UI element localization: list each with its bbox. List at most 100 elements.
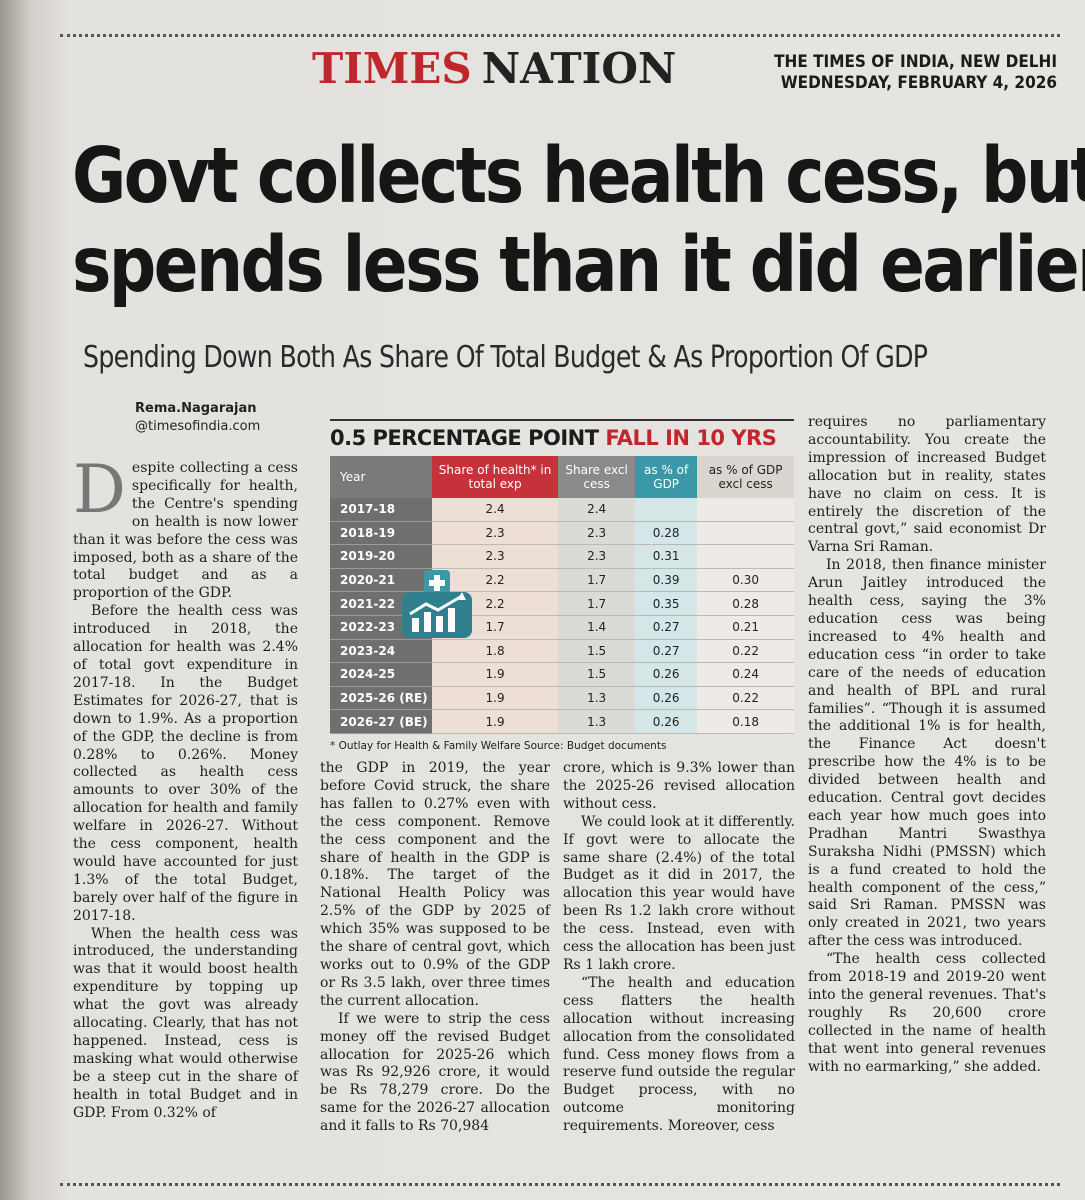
year-cell: 2025-26 (RE) <box>330 686 432 711</box>
share-excl-cess-cell: 2.3 <box>558 544 636 569</box>
byline-handle: @timesofindia.com <box>135 419 261 434</box>
box-top-rule <box>330 419 794 421</box>
year-cell: 2023-24 <box>330 639 432 664</box>
table-title-a: 0.5 PERCENTAGE POINT <box>330 426 606 450</box>
gdp-excl-cess-cell <box>697 521 794 546</box>
share-total-cell: 2.3 <box>432 544 559 569</box>
year-cell: 2024-25 <box>330 662 432 687</box>
share-excl-cess-cell: 2.4 <box>558 498 636 522</box>
table-row: 2026-27 (BE) 1.9 1.3 0.26 0.18 <box>330 709 794 734</box>
gdp-cell: 0.26 <box>635 662 698 687</box>
health-spending-table: Year Share of health* in total exp Share… <box>330 456 794 734</box>
dateline-date: WEDNESDAY, FEBRUARY 4, 2026 <box>780 73 1057 93</box>
table-row: 2022-23 1.7 1.4 0.27 0.21 <box>330 615 794 640</box>
share-excl-cess-cell: 1.3 <box>558 709 636 734</box>
table-row: 2023-24 1.8 1.5 0.27 0.22 <box>330 639 794 664</box>
share-excl-cess-cell: 1.5 <box>558 662 636 687</box>
share-total-cell: 2.3 <box>432 521 559 546</box>
col4-para1: requires no parliamentary accountability… <box>808 414 1046 556</box>
gdp-cell: 0.27 <box>635 639 698 664</box>
share-total-cell: 1.9 <box>432 686 559 711</box>
table-header-row: Year Share of health* in total exp Share… <box>330 456 794 498</box>
article-column-3: crore, which is 9.3% lower than the 2025… <box>563 760 795 1136</box>
year-cell: 2018-19 <box>330 521 432 546</box>
headline-line2: spends less than it did earlier <box>72 221 1085 310</box>
table-footnote: * Outlay for Health & Family Welfare Sou… <box>330 740 667 752</box>
share-excl-cess-cell: 2.3 <box>558 521 636 546</box>
headline-line1: Govt collects health cess, but <box>72 132 1085 221</box>
gdp-excl-cess-cell: 0.22 <box>697 686 794 711</box>
col3-para1: crore, which is 9.3% lower than the 2025… <box>563 760 795 812</box>
top-dotted-rule <box>60 34 1060 37</box>
share-excl-cess-cell: 1.5 <box>558 639 636 664</box>
gdp-cell: 0.35 <box>635 591 698 616</box>
gdp-cell: 0.31 <box>635 544 698 569</box>
bottom-dotted-rule <box>60 1183 1060 1186</box>
share-excl-cess-cell: 1.7 <box>558 568 636 593</box>
gdp-excl-cess-cell <box>697 544 794 569</box>
masthead-times: TIMES <box>312 44 472 93</box>
article-column-4: requires no parliamentary accountability… <box>808 414 1046 1077</box>
share-total-cell: 1.9 <box>432 709 559 734</box>
col1-para2: Before the health cess was introduced in… <box>73 603 298 924</box>
year-cell: 2020-21 <box>330 568 432 593</box>
share-total-cell: 1.9 <box>432 662 559 687</box>
col2-para1: the GDP in 2019, the year before Covid s… <box>320 760 550 1009</box>
gdp-excl-cess-cell: 0.18 <box>697 709 794 734</box>
share-excl-cess-cell: 1.7 <box>558 591 636 616</box>
year-cell: 2019-20 <box>330 544 432 569</box>
headline: Govt collects health cess, but spends le… <box>72 132 1085 310</box>
gdp-cell <box>635 498 698 522</box>
gdp-excl-cess-cell: 0.21 <box>697 615 794 640</box>
share-total-cell: 2.2 <box>432 568 559 593</box>
gdp-excl-cess-cell: 0.30 <box>697 568 794 593</box>
col1-para3: When the health cess was introduced, the… <box>73 925 298 1121</box>
header-share-total: Share of health* in total exp <box>432 456 559 498</box>
table-row: 2024-25 1.9 1.5 0.26 0.24 <box>330 662 794 687</box>
col1-para1: espite collecting a cess specifically fo… <box>73 460 298 602</box>
gdp-excl-cess-cell: 0.22 <box>697 639 794 664</box>
gdp-excl-cess-cell <box>697 498 794 522</box>
dateline-paper: THE TIMES OF INDIA, NEW DELHI <box>774 52 1057 72</box>
gdp-cell: 0.26 <box>635 709 698 734</box>
header-year: Year <box>330 456 432 498</box>
section-masthead: TIMES NATION <box>312 44 676 93</box>
gdp-cell: 0.26 <box>635 686 698 711</box>
table-row: 2018-19 2.3 2.3 0.28 <box>330 521 794 546</box>
col3-para2: We could look at it differently. If govt… <box>563 813 795 973</box>
article-column-2: the GDP in 2019, the year before Covid s… <box>320 760 550 1136</box>
table-row: 2017-18 2.4 2.4 <box>330 498 794 522</box>
share-total-cell: 2.4 <box>432 498 559 522</box>
gdp-excl-cess-cell: 0.24 <box>697 662 794 687</box>
dateline: THE TIMES OF INDIA, NEW DELHI WEDNESDAY,… <box>774 52 1057 94</box>
gdp-cell: 0.27 <box>635 615 698 640</box>
header-gdp-excl-cess: as % of GDP excl cess <box>697 456 794 498</box>
health-chart-icon <box>402 570 472 638</box>
header-gdp: as % of GDP <box>635 456 698 498</box>
masthead-nation: NATION <box>481 44 677 93</box>
table-row: 2025-26 (RE) 1.9 1.3 0.26 0.22 <box>330 686 794 711</box>
year-cell: 2017-18 <box>330 498 432 522</box>
col4-para2: In 2018, then finance minister Arun Jait… <box>808 557 1046 950</box>
gdp-cell: 0.39 <box>635 568 698 593</box>
share-total-cell: 1.8 <box>432 639 559 664</box>
col3-para3: “The health and education cess flatters … <box>563 974 795 1135</box>
deck: Spending Down Both As Share Of Total Bud… <box>83 340 928 375</box>
header-share-excl-cess: Share excl cess <box>558 456 636 498</box>
drop-cap: D <box>73 451 126 528</box>
gdp-cell: 0.28 <box>635 521 698 546</box>
gdp-excl-cess-cell: 0.28 <box>697 591 794 616</box>
share-excl-cess-cell: 1.4 <box>558 615 636 640</box>
share-excl-cess-cell: 1.3 <box>558 686 636 711</box>
table-row: 2020-21 2.2 1.7 0.39 0.30 <box>330 568 794 593</box>
table-row: 2019-20 2.3 2.3 0.31 <box>330 544 794 569</box>
byline-name: Rema.Nagarajan <box>135 401 257 416</box>
table-row: 2021-22 2.2 1.7 0.35 0.28 <box>330 591 794 616</box>
year-cell: 2026-27 (BE) <box>330 709 432 734</box>
table-title-b: FALL IN 10 YRS <box>605 426 777 450</box>
table-title: 0.5 PERCENTAGE POINT FALL IN 10 YRS <box>330 426 777 450</box>
col2-para2: If we were to strip the cess money off t… <box>320 1010 550 1135</box>
col4-para3: “The health cess collected from 2018-19 … <box>808 951 1046 1075</box>
